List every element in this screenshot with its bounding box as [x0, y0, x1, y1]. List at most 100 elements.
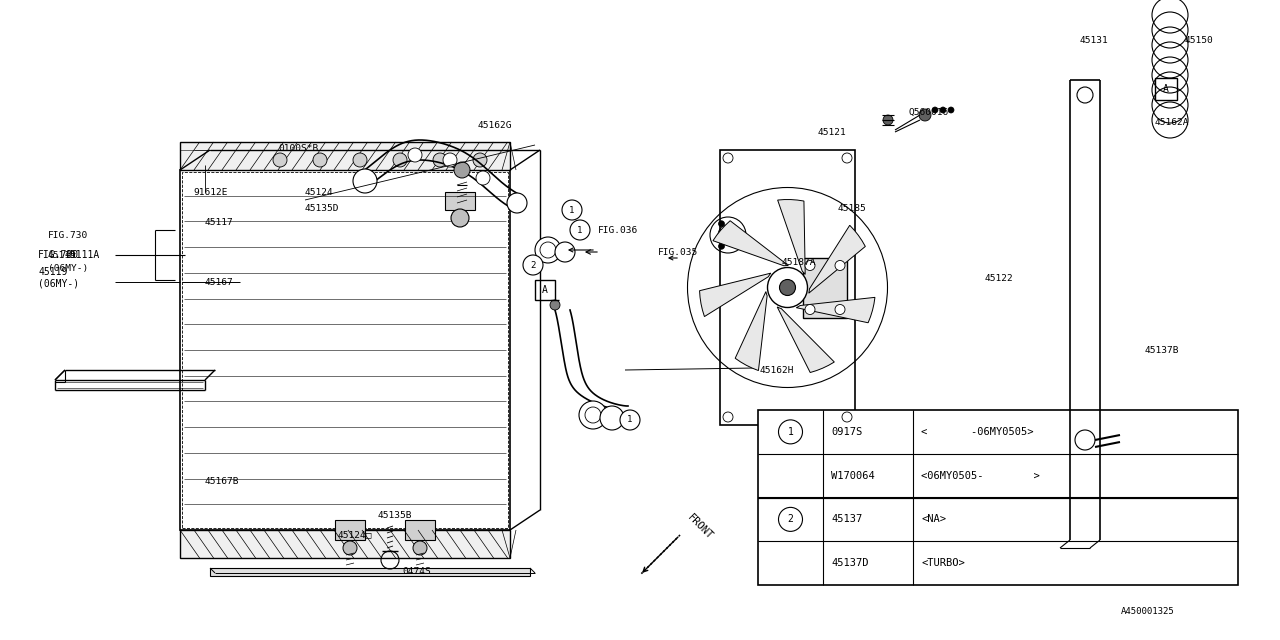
Circle shape — [940, 107, 946, 113]
Text: 0917S: 0917S — [831, 427, 863, 437]
Bar — [445, 192, 475, 210]
Circle shape — [433, 153, 447, 167]
Text: 45111A: 45111A — [65, 250, 100, 260]
Text: A: A — [541, 285, 548, 295]
Text: 45162G: 45162G — [477, 120, 512, 129]
Text: (06MY-): (06MY-) — [38, 278, 79, 288]
Text: 0474S: 0474S — [402, 568, 431, 577]
Bar — [335, 520, 365, 540]
Bar — [758, 410, 1238, 585]
Circle shape — [550, 300, 561, 310]
Bar — [182, 172, 508, 528]
Circle shape — [314, 153, 326, 167]
Circle shape — [805, 260, 815, 271]
Circle shape — [778, 420, 803, 444]
Bar — [180, 142, 509, 170]
Text: <       -06MY0505>: < -06MY0505> — [922, 427, 1033, 437]
Circle shape — [393, 153, 407, 167]
Circle shape — [535, 237, 561, 263]
Circle shape — [507, 193, 527, 213]
Circle shape — [948, 107, 954, 113]
Circle shape — [835, 305, 845, 314]
Polygon shape — [713, 221, 788, 266]
Text: 45117: 45117 — [205, 218, 234, 227]
Circle shape — [408, 148, 422, 162]
Text: Q560016: Q560016 — [908, 108, 948, 116]
Bar — [1155, 78, 1178, 100]
Text: 91612E: 91612E — [193, 188, 228, 196]
Bar — [535, 280, 556, 300]
Text: 1: 1 — [577, 225, 582, 234]
Bar — [721, 150, 855, 425]
Circle shape — [474, 153, 486, 167]
Circle shape — [739, 232, 744, 238]
Text: 45119: 45119 — [49, 250, 77, 259]
Circle shape — [443, 153, 457, 167]
Circle shape — [778, 508, 803, 531]
Circle shape — [273, 153, 287, 167]
Circle shape — [570, 220, 590, 240]
Text: A: A — [1164, 84, 1169, 94]
Text: 45131: 45131 — [1080, 35, 1108, 45]
Circle shape — [600, 406, 625, 430]
Circle shape — [454, 162, 470, 178]
Circle shape — [718, 221, 724, 227]
Text: 1: 1 — [570, 205, 575, 214]
Bar — [404, 520, 435, 540]
Circle shape — [353, 153, 367, 167]
Text: A450001325: A450001325 — [1121, 607, 1175, 616]
Text: 45122: 45122 — [986, 273, 1014, 282]
Text: FIG.730: FIG.730 — [38, 250, 79, 260]
Text: 45185: 45185 — [838, 204, 867, 212]
Circle shape — [562, 200, 582, 220]
Text: 45162H: 45162H — [760, 365, 795, 374]
Circle shape — [413, 541, 428, 555]
Text: <06MY0505-        >: <06MY0505- > — [922, 470, 1039, 481]
Text: <NA>: <NA> — [922, 515, 946, 524]
Text: 45137B: 45137B — [1146, 346, 1179, 355]
Circle shape — [919, 109, 931, 121]
Bar — [210, 568, 530, 576]
Circle shape — [805, 305, 815, 314]
Text: 45150: 45150 — [1185, 35, 1213, 45]
Text: 45135D: 45135D — [305, 204, 339, 212]
Polygon shape — [735, 292, 767, 371]
Text: 45124: 45124 — [305, 188, 334, 196]
Bar — [180, 530, 509, 558]
Text: 2: 2 — [787, 515, 794, 524]
Bar — [803, 257, 847, 317]
Text: 1: 1 — [627, 415, 632, 424]
Text: 0100S*B: 0100S*B — [278, 143, 319, 152]
Text: 45124□: 45124□ — [338, 531, 372, 540]
Text: (06MY-): (06MY-) — [49, 264, 88, 273]
Circle shape — [620, 410, 640, 430]
Text: FIG.035: FIG.035 — [658, 248, 699, 257]
Circle shape — [835, 260, 845, 271]
Polygon shape — [700, 273, 771, 317]
Text: FIG.036: FIG.036 — [598, 225, 639, 234]
Text: 45167: 45167 — [205, 278, 234, 287]
Circle shape — [343, 541, 357, 555]
Circle shape — [476, 171, 490, 185]
Circle shape — [556, 242, 575, 262]
Text: <TURBO>: <TURBO> — [922, 558, 965, 568]
Circle shape — [579, 401, 607, 429]
Circle shape — [524, 255, 543, 275]
Text: 45121: 45121 — [818, 127, 847, 136]
Polygon shape — [796, 298, 876, 323]
Circle shape — [451, 209, 468, 227]
Text: FIG.730: FIG.730 — [49, 230, 88, 239]
Polygon shape — [777, 307, 835, 372]
Text: 1: 1 — [787, 427, 794, 437]
Bar — [180, 170, 509, 530]
Text: W170064: W170064 — [831, 470, 874, 481]
Text: 2: 2 — [530, 260, 536, 269]
Text: 45167B: 45167B — [205, 477, 239, 486]
Circle shape — [883, 115, 893, 125]
Circle shape — [353, 169, 378, 193]
Text: 45162A: 45162A — [1155, 118, 1189, 127]
Polygon shape — [809, 225, 865, 293]
Text: 45137: 45137 — [831, 515, 863, 524]
Text: 45119: 45119 — [38, 267, 68, 277]
Text: FRONT: FRONT — [685, 513, 714, 541]
